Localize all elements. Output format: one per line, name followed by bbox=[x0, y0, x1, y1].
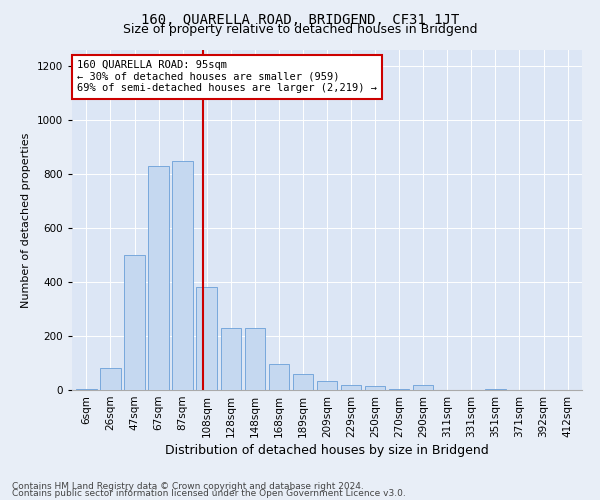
Bar bbox=[341, 384, 361, 390]
Bar bbox=[485, 388, 506, 390]
Text: 160 QUARELLA ROAD: 95sqm
← 30% of detached houses are smaller (959)
69% of semi-: 160 QUARELLA ROAD: 95sqm ← 30% of detach… bbox=[77, 60, 377, 94]
Y-axis label: Number of detached properties: Number of detached properties bbox=[21, 132, 31, 308]
Bar bbox=[413, 384, 433, 390]
Bar bbox=[269, 364, 289, 390]
Bar bbox=[221, 328, 241, 390]
Bar bbox=[100, 368, 121, 390]
Text: Contains HM Land Registry data © Crown copyright and database right 2024.: Contains HM Land Registry data © Crown c… bbox=[12, 482, 364, 491]
Bar bbox=[76, 388, 97, 390]
X-axis label: Distribution of detached houses by size in Bridgend: Distribution of detached houses by size … bbox=[165, 444, 489, 457]
Bar bbox=[365, 386, 385, 390]
Bar bbox=[317, 380, 337, 390]
Text: Size of property relative to detached houses in Bridgend: Size of property relative to detached ho… bbox=[123, 22, 477, 36]
Bar bbox=[245, 328, 265, 390]
Bar bbox=[196, 288, 217, 390]
Text: Contains public sector information licensed under the Open Government Licence v3: Contains public sector information licen… bbox=[12, 489, 406, 498]
Bar bbox=[389, 388, 409, 390]
Bar bbox=[124, 255, 145, 390]
Text: 160, QUARELLA ROAD, BRIDGEND, CF31 1JT: 160, QUARELLA ROAD, BRIDGEND, CF31 1JT bbox=[141, 12, 459, 26]
Bar bbox=[148, 166, 169, 390]
Bar bbox=[293, 374, 313, 390]
Bar bbox=[172, 160, 193, 390]
